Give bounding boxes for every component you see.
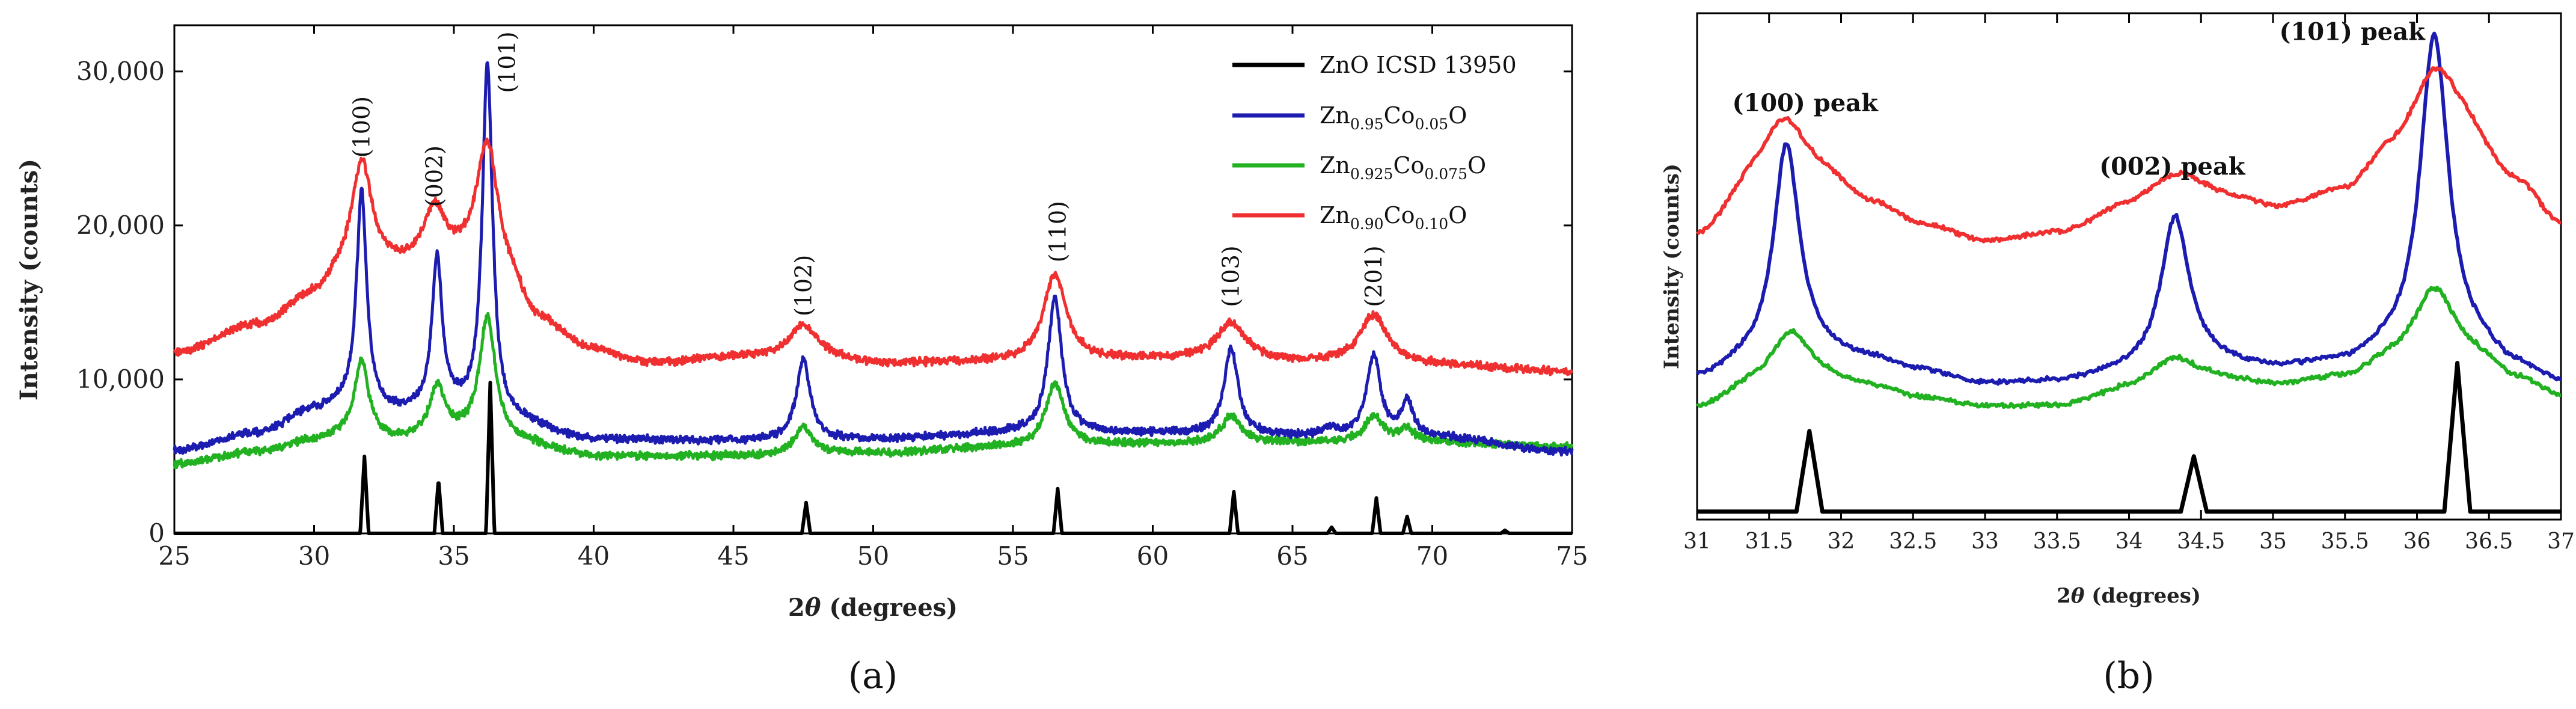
x-tick-label: 50 (857, 541, 889, 571)
x-tick-label: 35 (2259, 529, 2287, 554)
x-tick-label: 34.5 (2177, 529, 2225, 554)
panel-a-series (173, 61, 1574, 535)
x-tick-label: 35 (438, 541, 470, 571)
series-line-x010 (1696, 66, 2562, 244)
panel-a-x-axis-title-theta: θ (805, 594, 821, 622)
x-tick-label: 30 (298, 541, 330, 571)
legend-label-x010: Zn0.90Co0.10O (1320, 202, 1467, 233)
panel-b-x-axis-title: 2θ (degrees) (2057, 584, 2201, 608)
x-tick-label: 70 (1416, 541, 1448, 571)
panel-a-x-axis-title-suffix: (degrees) (821, 594, 958, 622)
peak-label: (101) peak (2280, 18, 2426, 46)
panel-a-caption: (a) (848, 655, 898, 697)
series-line-x010 (173, 137, 1573, 376)
peak-label: (201) (1360, 245, 1387, 307)
x-tick-label: 37 (2547, 529, 2575, 554)
peak-label: (110) (1044, 201, 1071, 262)
series-line-x0075 (173, 312, 1574, 470)
panel-a-chart: (100) (002) (101) (102) (110) (103) (201) 25 30… (15, 24, 1588, 697)
x-tick-label: 31 (1683, 529, 1711, 554)
x-tick-label: 65 (1276, 541, 1308, 571)
peak-label: (002) peak (2099, 152, 2246, 180)
panel-b-peak-labels: (100) peak (002) peak (101) peak (1732, 18, 2426, 181)
panel-a-tick-labels: 25 30 35 40 45 50 55 60 65 70 75 0 10,000 20,000 30,00… (76, 57, 1588, 571)
panel-a-y-axis-title: Intensity (counts) (15, 159, 43, 401)
x-tick-label: 36 (2403, 529, 2431, 554)
y-tick-label: 10,000 (76, 364, 165, 394)
series-line-zno-icsd (173, 381, 1574, 535)
x-tick-label: 25 (158, 541, 190, 571)
peak-label: (100) peak (1732, 89, 1879, 117)
x-tick-label: 40 (578, 541, 610, 571)
series-line-x005 (173, 61, 1574, 457)
series-line-zno-icsd (1696, 361, 2562, 514)
peak-label: (002) (421, 146, 447, 207)
series-line-x005 (1695, 31, 2562, 386)
x-tick-label: 35.5 (2321, 529, 2369, 554)
peak-label: (101) (494, 31, 520, 93)
panel-b-caption: (b) (2103, 655, 2154, 697)
x-tick-label: 55 (997, 541, 1029, 571)
y-tick-label: 0 (148, 518, 165, 548)
legend-label-x0075: Zn0.925Co0.075O (1320, 152, 1486, 183)
x-tick-label: 32 (1828, 529, 1855, 554)
x-tick-label: 33 (1971, 529, 1999, 554)
x-tick-label: 32.5 (1889, 529, 1937, 554)
x-tick-label: 34 (2116, 529, 2143, 554)
panel-a-peak-labels: (100) (002) (101) (102) (110) (103) (201) (349, 31, 1387, 316)
panel-b-y-axis-title: Intensity (counts) (1660, 164, 1684, 369)
panel-b-x-axis-title-prefix: 2 (2057, 584, 2071, 608)
peak-label: (103) (1218, 245, 1244, 307)
y-tick-label: 20,000 (76, 210, 165, 240)
x-tick-label: 31.5 (1745, 529, 1793, 554)
panel-b-chart: (100) peak(002) peak(101) peak 31 31.5 32 3… (1660, 12, 2575, 697)
x-tick-label: 36.5 (2465, 529, 2513, 554)
x-tick-label: 45 (717, 541, 749, 571)
peak-label: (102) (790, 255, 816, 316)
panel-b-tick-labels: 31 31.5 32 32.5 33 33.5 34 34.5 35 35.5 36 36.5 37 (1683, 529, 2575, 554)
panel-b-x-axis-title-suffix: (degrees) (2084, 584, 2201, 608)
panel-a-x-axis-title-prefix: 2 (788, 594, 805, 622)
panel-b-series (1695, 31, 2562, 514)
series-line-x0075 (1696, 286, 2562, 410)
y-tick-label: 30,000 (76, 57, 165, 86)
panel-a-legend: ZnO ICSD 13950 Zn0.95Co0.05O Zn0.925Co0.… (1232, 52, 1517, 233)
peak-label: (100) (349, 96, 375, 158)
legend-label-zno-icsd: ZnO ICSD 13950 (1320, 52, 1517, 78)
panel-b-x-axis-title-theta: θ (2071, 584, 2085, 608)
x-tick-label: 33.5 (2033, 529, 2081, 554)
x-tick-label: 60 (1137, 541, 1169, 571)
x-tick-label: 75 (1556, 541, 1588, 571)
legend-label-x005: Zn0.95Co0.05O (1320, 102, 1467, 133)
panel-a-x-axis-title: 2θ (degrees) (788, 594, 958, 622)
